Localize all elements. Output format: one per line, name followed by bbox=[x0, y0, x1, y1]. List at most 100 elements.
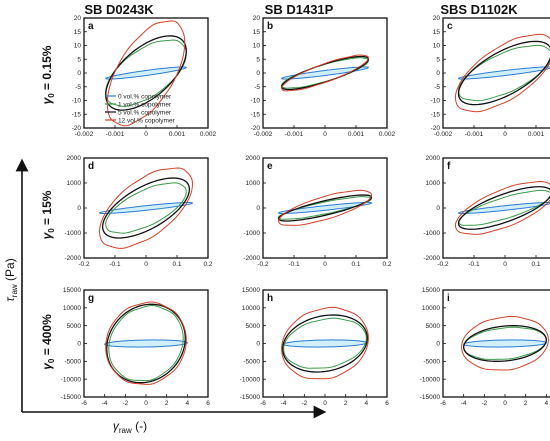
panel-h-xtick-label: -4 bbox=[281, 400, 287, 407]
panel-i-ytick-label: 0 bbox=[436, 341, 440, 348]
panel-i-letter: i bbox=[447, 293, 450, 304]
panel-g-series-3-loop bbox=[105, 301, 187, 385]
legend-label-1: 1 vol.% copolymer bbox=[118, 102, 172, 109]
panel-h-series-0-loop bbox=[283, 339, 367, 348]
panel-a-ytick-label: -5 bbox=[75, 84, 81, 91]
panel-b-ytick-label: 0 bbox=[256, 70, 260, 77]
panel-h-letter: h bbox=[267, 293, 273, 304]
panel-d-ytick-label: -2000 bbox=[64, 255, 81, 262]
panel-i-ytick-label: 10000 bbox=[422, 305, 440, 312]
panel-d-ytick-label: 0 bbox=[77, 205, 81, 212]
panel-c-ytick-label: 15 bbox=[433, 29, 441, 36]
panel-c-xtick-label: 0.001 bbox=[528, 131, 545, 138]
panel-g-series-1-loop bbox=[108, 305, 184, 382]
panel-f-series-3-loop bbox=[454, 181, 550, 235]
panel-h-xtick-label: 6 bbox=[385, 400, 389, 407]
panel-f-ytick-label: 2000 bbox=[426, 155, 441, 162]
legend: 0 vol.% copolymer 1 vol.% copolymer 5 vo… bbox=[105, 94, 176, 125]
panel-f-ytick-label: 1000 bbox=[426, 180, 441, 187]
panel-g-xtick-label: -2 bbox=[122, 400, 128, 407]
panel-a-ytick-label: -20 bbox=[72, 125, 82, 132]
panel-b-ytick-label: -5 bbox=[254, 84, 260, 91]
panel-d-xtick-label: -0.1 bbox=[109, 261, 121, 268]
panel-a-ytick-label: 0 bbox=[77, 70, 81, 77]
legend-label-2: 5 vol.% copolymer bbox=[118, 110, 172, 117]
panel-b-letter: b bbox=[267, 21, 273, 32]
panel-g-ytick-label: 0 bbox=[77, 341, 81, 348]
panel-c-ytick-label: 5 bbox=[436, 56, 440, 63]
panel-e-ytick-label: -2000 bbox=[243, 255, 260, 262]
row-label-1-gamma: γ bbox=[40, 96, 54, 104]
panel-g-ytick-label: 5000 bbox=[67, 323, 82, 330]
panel-h-ytick-label: 0 bbox=[256, 341, 260, 348]
panel-f-xtick-label: -0.1 bbox=[468, 261, 480, 268]
panel-a-ytick-label: 5 bbox=[77, 56, 81, 63]
panel-e-xtick-label: 0 bbox=[323, 261, 327, 268]
panel-b-ytick-label: 15 bbox=[253, 29, 261, 36]
panel-c-ytick-label: -5 bbox=[434, 84, 440, 91]
panel-d-ytick-label: -1000 bbox=[64, 230, 81, 237]
panel-b-ytick-label: 10 bbox=[253, 43, 261, 50]
panel-a-xtick-label: -0.002 bbox=[75, 131, 94, 138]
panel-g-series-0-loop bbox=[104, 339, 188, 348]
panel-e-ytick-label: 1000 bbox=[246, 180, 261, 187]
panel-f-letter: f bbox=[447, 161, 451, 172]
x-axis-title-sub: raw bbox=[119, 426, 132, 435]
panel-c-xtick-label: 0 bbox=[503, 131, 507, 138]
panel-i-series-1-loop bbox=[463, 326, 547, 360]
panel-f-xtick-label: 0.1 bbox=[531, 261, 540, 268]
panel-i-series-3-loop bbox=[461, 315, 549, 371]
panel-g-xtick-label: 4 bbox=[186, 400, 190, 407]
panel-e-xtick-label: 0.2 bbox=[382, 261, 391, 268]
panel-c-ytick-label: 0 bbox=[436, 70, 440, 77]
panel-e-letter: e bbox=[267, 161, 273, 172]
panel-a-xtick-label: 0.001 bbox=[169, 131, 186, 138]
panel-a-series-0-loop bbox=[105, 66, 187, 80]
panel-i-ytick-label: -15000 bbox=[420, 394, 441, 401]
row-label-2-sub: 0 bbox=[47, 228, 56, 233]
panel-c: 20151050-5-10-15-20-0.002-0.00100.0010.0… bbox=[431, 15, 550, 138]
panel-i-series-2-loop bbox=[463, 325, 547, 362]
panel-d-series-0-loop bbox=[98, 201, 194, 215]
y-axis-title-sub: raw bbox=[10, 284, 19, 297]
panel-d-ytick-label: 1000 bbox=[67, 180, 82, 187]
panel-d-xtick-label: 0.2 bbox=[203, 261, 212, 268]
panel-e-xtick-label: 0.1 bbox=[351, 261, 360, 268]
panel-h-ytick-label: -15000 bbox=[240, 394, 261, 401]
panel-c-ytick-label: -15 bbox=[431, 111, 441, 118]
panel-e-xtick-label: -0.1 bbox=[288, 261, 300, 268]
panel-g-ytick-label: -10000 bbox=[61, 376, 82, 383]
panel-a-letter: a bbox=[88, 21, 94, 32]
panel-h-xtick-label: 0 bbox=[323, 400, 327, 407]
panel-f-xtick-label: -0.2 bbox=[437, 261, 449, 268]
panel-g-xtick-label: -6 bbox=[81, 400, 87, 407]
panel-a-ytick-label: 20 bbox=[74, 15, 82, 22]
panel-b-xtick-label: 0.002 bbox=[379, 131, 396, 138]
panel-i-xtick-label: 4 bbox=[545, 400, 549, 407]
panel-a-xtick-label: 0 bbox=[144, 131, 148, 138]
y-axis-title-unit: (Pa) bbox=[3, 258, 17, 284]
panel-b-xtick-label: -0.001 bbox=[285, 131, 304, 138]
panel-b: 20 15 10 5 0 -5 -10 -15 -20-0.002 -0.001 0 0.001 0.0… bbox=[251, 15, 396, 138]
row-label-2-gamma: γ bbox=[40, 231, 54, 239]
panel-c-ytick-label: 10 bbox=[433, 43, 441, 50]
panel-d-xtick-label: -0.2 bbox=[78, 261, 90, 268]
panel-d-series-2-loop bbox=[101, 177, 191, 239]
panel-b-ytick-label: -20 bbox=[251, 125, 261, 132]
panel-d-xtick-label: 0.1 bbox=[172, 261, 181, 268]
row-label-1: γ0 = 0.15% bbox=[40, 45, 56, 104]
panel-i: 15000 10000 5000 0 -5000 -10000 -15000-6 -4 -2 0 2… bbox=[420, 287, 550, 407]
panel-c-xtick-label: -0.002 bbox=[434, 131, 453, 138]
panel-h-xtick-label: 2 bbox=[344, 400, 348, 407]
x-axis-title-unit: (-) bbox=[132, 419, 147, 433]
panel-c-series-2-loop bbox=[457, 40, 550, 106]
panel-h-xtick-label: -2 bbox=[301, 400, 307, 407]
panel-h-series-3-loop bbox=[281, 306, 369, 380]
panel-i-xtick-label: -4 bbox=[461, 400, 467, 407]
panel-i-ytick-label: 5000 bbox=[426, 323, 441, 330]
panel-g: 15000 10000 5000 0 -5000 -10000 -15000-6 -4 -2 0 2… bbox=[61, 287, 210, 407]
panel-f-ytick-label: -2000 bbox=[423, 255, 440, 262]
panel-b-ytick-label: -15 bbox=[251, 111, 261, 118]
